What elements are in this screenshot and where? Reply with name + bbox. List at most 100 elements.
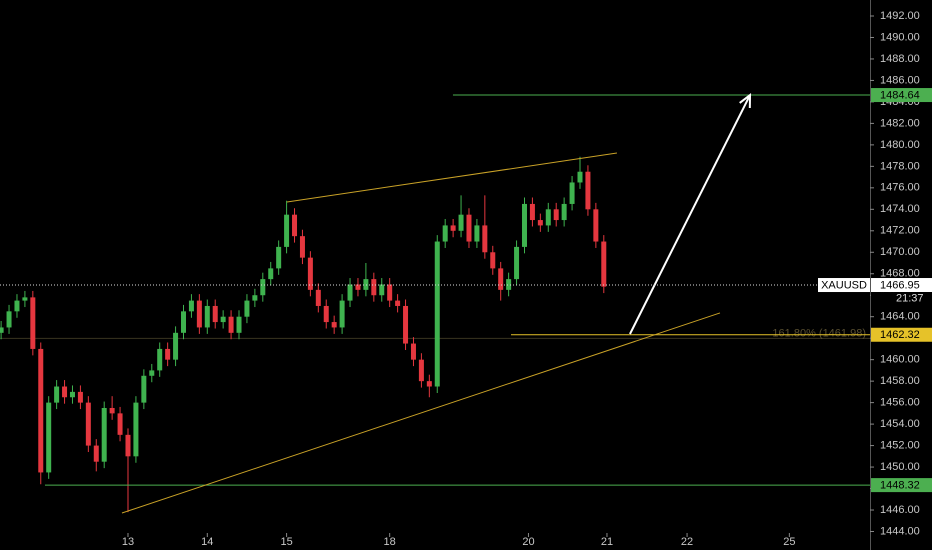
y-tick-label: 1486.00 bbox=[880, 74, 920, 86]
symbol-label: XAUUSD bbox=[821, 279, 867, 291]
x-tick-label: 18 bbox=[384, 536, 396, 548]
y-tick-label: 1490.00 bbox=[880, 31, 920, 43]
plot-area: 161.80% (1461.98) bbox=[0, 92, 870, 514]
candle-body bbox=[244, 300, 250, 317]
candle-body bbox=[181, 311, 187, 333]
candle-body bbox=[236, 316, 242, 333]
candle-body bbox=[14, 300, 20, 312]
y-tick-label: 1470.00 bbox=[880, 246, 920, 258]
y-tick-label: 1446.00 bbox=[880, 504, 920, 516]
candle-body bbox=[299, 236, 305, 258]
candle-body bbox=[307, 257, 313, 290]
y-tick-label: 1460.00 bbox=[880, 354, 920, 366]
y-tick-label: 1492.00 bbox=[880, 10, 920, 22]
candle-body bbox=[69, 391, 75, 398]
candle-body bbox=[46, 402, 52, 473]
candle-body bbox=[260, 279, 266, 296]
candle-body bbox=[458, 214, 464, 231]
y-tick-label: 1464.00 bbox=[880, 311, 920, 323]
candle-body bbox=[434, 241, 440, 387]
candle-body bbox=[149, 370, 155, 376]
candle-body bbox=[323, 305, 329, 323]
candle-body bbox=[6, 311, 12, 328]
level-price-label: 1462.32 bbox=[880, 329, 920, 341]
x-tick-label: 13 bbox=[122, 536, 134, 548]
candle-body bbox=[593, 209, 599, 242]
y-tick-label: 1452.00 bbox=[880, 439, 920, 451]
arrow-head bbox=[739, 92, 752, 109]
candle-body bbox=[268, 268, 274, 280]
x-tick-label: 22 bbox=[681, 536, 693, 548]
candle-body bbox=[0, 327, 4, 333]
candle-body bbox=[117, 413, 123, 435]
y-tick-label: 1474.00 bbox=[880, 203, 920, 215]
y-tick-label: 1480.00 bbox=[880, 139, 920, 151]
candle-body bbox=[371, 279, 377, 296]
candle-body bbox=[498, 268, 504, 290]
candle-body bbox=[403, 305, 409, 344]
candle-body bbox=[490, 252, 496, 269]
y-tick-label: 1478.00 bbox=[880, 160, 920, 172]
x-tick-label: 25 bbox=[783, 536, 795, 548]
symbol-box bbox=[818, 278, 870, 293]
candle-body bbox=[601, 241, 607, 287]
level-price-label: 1448.32 bbox=[880, 480, 920, 492]
level-price-box bbox=[871, 327, 932, 342]
candle-body bbox=[355, 284, 361, 290]
candle-body bbox=[22, 297, 28, 301]
candle-body bbox=[521, 203, 527, 247]
y-tick-label: 1476.00 bbox=[880, 182, 920, 194]
candle-body bbox=[577, 171, 583, 183]
candle-body bbox=[220, 316, 226, 323]
y-tick-label: 1458.00 bbox=[880, 375, 920, 387]
arrow bbox=[629, 94, 751, 335]
candle-body bbox=[252, 295, 258, 301]
candle-body bbox=[506, 279, 512, 290]
candle-body bbox=[93, 445, 99, 462]
last-price-box bbox=[871, 278, 932, 293]
candle-body bbox=[529, 203, 535, 221]
candle-body bbox=[482, 225, 488, 253]
candle-body bbox=[157, 348, 163, 371]
trendline bbox=[121, 312, 721, 514]
candle-body bbox=[188, 300, 194, 312]
level-price-label: 1484.64 bbox=[880, 89, 920, 101]
candle-body bbox=[450, 225, 456, 231]
candle-body bbox=[109, 407, 115, 414]
candle-body bbox=[292, 214, 298, 237]
candle-body bbox=[133, 402, 139, 457]
candle-body bbox=[125, 434, 131, 457]
candle-body bbox=[410, 343, 416, 360]
candle-body bbox=[553, 209, 559, 221]
candle-body bbox=[85, 402, 91, 446]
candle-body bbox=[54, 386, 60, 403]
candle-body bbox=[545, 209, 551, 226]
x-tick-label: 14 bbox=[201, 536, 213, 548]
candle-body bbox=[38, 348, 44, 473]
trendline bbox=[286, 152, 618, 203]
candle-body bbox=[204, 305, 210, 328]
candle-body bbox=[569, 182, 575, 204]
candle-body bbox=[426, 381, 432, 387]
y-tick-label: 1450.00 bbox=[880, 461, 920, 473]
candle-body bbox=[466, 214, 472, 242]
countdown-box bbox=[871, 292, 932, 306]
y-tick-label: 1468.00 bbox=[880, 268, 920, 280]
candle-body bbox=[347, 284, 353, 301]
candle-body bbox=[339, 300, 345, 328]
candle-body bbox=[165, 348, 171, 360]
candle-body bbox=[284, 214, 290, 247]
last-price-label: 1466.95 bbox=[880, 279, 920, 291]
candle-body bbox=[514, 246, 520, 280]
candle-body bbox=[276, 246, 282, 269]
candle-body bbox=[101, 407, 107, 462]
candle-body bbox=[77, 391, 83, 403]
x-tick-label: 21 bbox=[601, 536, 613, 548]
candle-body bbox=[474, 225, 480, 242]
y-tick-label: 1454.00 bbox=[880, 418, 920, 430]
y-tick-label: 1456.00 bbox=[880, 397, 920, 409]
x-tick-label: 20 bbox=[522, 536, 534, 548]
y-tick-label: 1482.00 bbox=[880, 117, 920, 129]
